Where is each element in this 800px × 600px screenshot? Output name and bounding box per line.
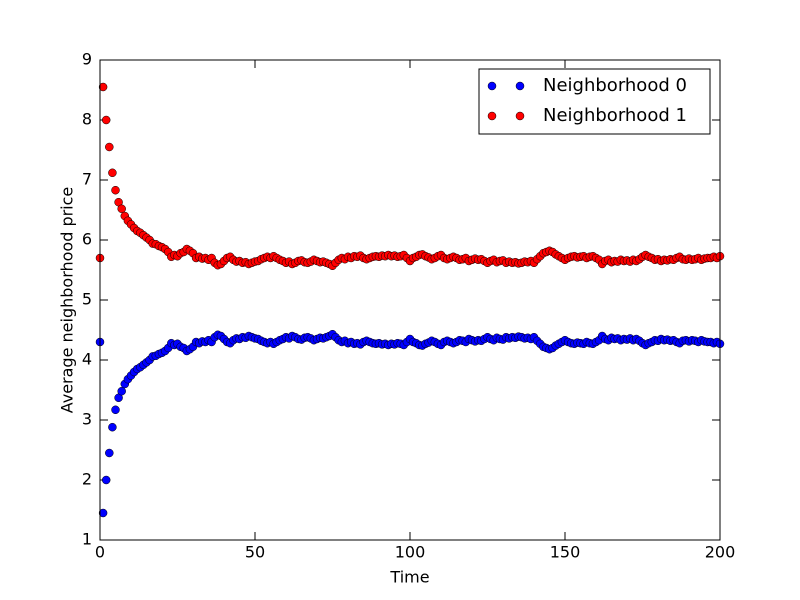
point: [101, 475, 111, 485]
point: [101, 115, 111, 125]
y-axis-label: Average neighborhood price: [58, 187, 77, 414]
x-tick-label: 150: [550, 543, 581, 562]
plot-frame: [99, 59, 721, 541]
legend-marker: [487, 81, 497, 91]
y-tick-label: 3: [82, 410, 92, 429]
legend-label: Neighborhood 0: [543, 75, 687, 96]
point: [117, 386, 126, 396]
point: [105, 142, 114, 152]
y-tick-label: 4: [82, 350, 92, 369]
y-tick-label: 5: [82, 290, 92, 309]
y-tick-label: 8: [82, 110, 92, 129]
y-tick-label: 2: [82, 470, 92, 489]
y-tick-label: 9: [82, 50, 92, 69]
x-tick-label: 50: [245, 543, 265, 562]
x-tick-label: 100: [395, 543, 426, 562]
point: [108, 422, 117, 432]
legend-marker: [515, 111, 525, 121]
x-axis-label: Time: [389, 568, 429, 587]
point: [108, 168, 117, 178]
y-tick-label: 1: [82, 530, 92, 549]
point: [98, 82, 108, 92]
legend-label: Neighborhood 1: [543, 105, 687, 126]
legend-marker: [487, 111, 497, 121]
legend-marker: [515, 81, 525, 91]
point: [98, 508, 108, 518]
x-tick-label: 0: [95, 543, 105, 562]
point: [111, 185, 120, 195]
x-tick-label: 200: [705, 543, 736, 562]
y-tick-label: 7: [82, 170, 92, 189]
y-tick-label: 6: [82, 230, 92, 249]
legend-box: [478, 68, 711, 135]
point: [111, 405, 120, 415]
point: [117, 204, 126, 214]
point: [105, 448, 114, 458]
